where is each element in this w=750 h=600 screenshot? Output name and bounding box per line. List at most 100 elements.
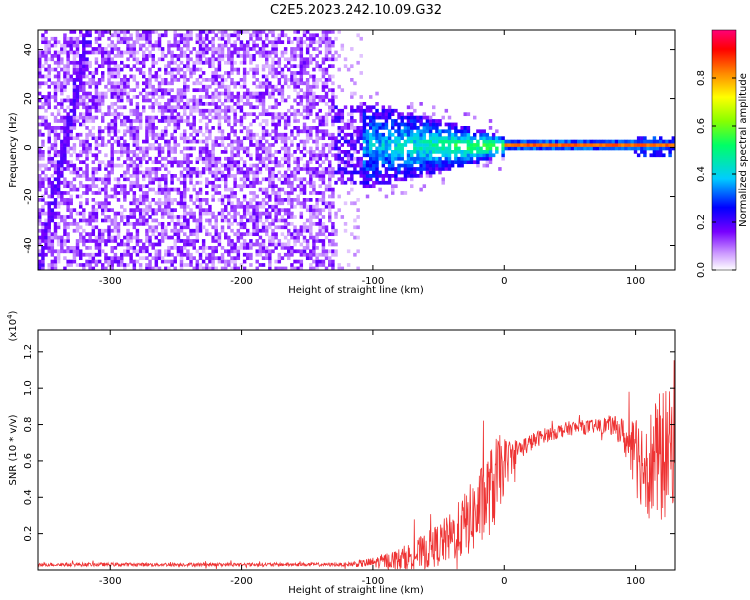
heatmap-cell bbox=[438, 119, 442, 123]
heatmap-cell bbox=[183, 191, 187, 195]
heatmap-cell bbox=[457, 129, 461, 134]
heatmap-cell bbox=[220, 218, 225, 223]
heatmap-cell bbox=[157, 33, 162, 38]
heatmap-cell bbox=[44, 108, 48, 113]
heatmap-cell bbox=[129, 184, 133, 189]
heatmap-cell bbox=[438, 146, 442, 151]
heatmap-cell bbox=[41, 225, 45, 230]
heatmap-cell bbox=[586, 139, 590, 144]
heatmap-cell bbox=[290, 215, 294, 219]
heatmap-cell bbox=[132, 160, 137, 165]
heatmap-cell bbox=[309, 222, 313, 226]
heatmap-cell bbox=[44, 67, 48, 72]
heatmap-cell bbox=[173, 187, 177, 192]
heatmap-cell bbox=[230, 150, 234, 154]
heatmap-cell bbox=[101, 235, 105, 240]
heatmap-cell bbox=[214, 47, 218, 51]
heatmap-cell bbox=[183, 36, 187, 41]
heatmap-cell bbox=[195, 88, 200, 93]
heatmap-cell bbox=[365, 160, 370, 165]
heatmap-cell bbox=[296, 36, 300, 41]
heatmap-cell bbox=[340, 119, 345, 123]
heatmap-cell bbox=[60, 156, 64, 161]
heatmap-cell bbox=[312, 235, 316, 240]
heatmap-cell bbox=[242, 136, 247, 141]
heatmap-cell bbox=[129, 74, 133, 79]
heatmap-cell bbox=[242, 225, 247, 230]
heatmap-cell bbox=[75, 71, 80, 75]
heatmap-cell bbox=[315, 239, 319, 243]
heatmap-cell bbox=[120, 98, 124, 103]
heatmap-cell bbox=[334, 112, 338, 117]
heatmap-cell bbox=[239, 98, 244, 103]
heatmap-cell bbox=[198, 150, 203, 154]
heatmap-cell bbox=[564, 139, 568, 144]
heatmap-cell bbox=[82, 54, 86, 58]
heatmap-cell bbox=[145, 57, 149, 62]
heatmap-cell bbox=[38, 263, 42, 267]
heatmap-cell bbox=[145, 194, 149, 199]
heatmap-cell bbox=[586, 146, 590, 151]
heatmap-cell bbox=[343, 139, 348, 144]
heatmap-cell bbox=[198, 67, 203, 72]
heatmap-cell bbox=[227, 88, 231, 93]
heatmap-cell bbox=[406, 139, 411, 144]
heatmap-cell bbox=[224, 156, 228, 161]
heatmap-cell bbox=[444, 122, 449, 127]
heatmap-cell bbox=[261, 198, 266, 202]
heatmap-cell bbox=[142, 150, 146, 154]
heatmap-cell bbox=[60, 194, 64, 199]
heatmap-cell bbox=[129, 122, 133, 127]
heatmap-cell bbox=[63, 177, 67, 182]
heatmap-cell bbox=[397, 129, 401, 134]
heatmap-cell bbox=[236, 30, 241, 34]
heatmap-cell bbox=[255, 201, 259, 206]
heatmap-cell bbox=[160, 136, 165, 141]
heatmap-cell bbox=[189, 177, 193, 182]
heatmap-cell bbox=[113, 222, 118, 226]
heatmap-cell bbox=[50, 156, 55, 161]
heatmap-cell bbox=[353, 129, 357, 134]
heatmap-cell bbox=[321, 180, 326, 185]
heatmap-cell bbox=[94, 259, 99, 264]
heatmap-cell bbox=[217, 156, 222, 161]
heatmap-cell bbox=[113, 239, 118, 243]
heatmap-cell bbox=[350, 115, 354, 120]
heatmap-cell bbox=[94, 115, 99, 120]
heatmap-cell bbox=[195, 160, 200, 165]
heatmap-cell bbox=[82, 119, 86, 123]
heatmap-cell bbox=[66, 136, 70, 141]
heatmap-cell bbox=[220, 108, 225, 113]
heatmap-cell bbox=[586, 143, 590, 147]
heatmap-cell bbox=[157, 57, 162, 62]
heatmap-cell bbox=[271, 50, 275, 55]
heatmap-cell bbox=[201, 266, 206, 270]
heatmap-cell bbox=[110, 167, 114, 171]
heatmap-cell bbox=[97, 177, 102, 182]
heatmap-cell bbox=[268, 71, 272, 75]
heatmap-cell bbox=[428, 163, 433, 168]
heatmap-cell bbox=[173, 259, 177, 264]
heatmap-cell bbox=[227, 259, 231, 264]
heatmap-cell bbox=[337, 132, 341, 137]
heatmap-cell bbox=[416, 139, 420, 144]
heatmap-cell bbox=[293, 177, 297, 182]
heatmap-cell bbox=[47, 91, 51, 96]
heatmap-cell bbox=[107, 129, 111, 134]
heatmap-cell bbox=[242, 232, 247, 237]
heatmap-cell bbox=[236, 71, 241, 75]
heatmap-cell bbox=[107, 174, 111, 178]
heatmap-cell bbox=[290, 139, 294, 144]
heatmap-cell bbox=[85, 246, 89, 250]
heatmap-cell bbox=[179, 105, 184, 110]
heatmap-cell bbox=[94, 252, 99, 257]
heatmap-cell bbox=[72, 259, 77, 264]
heatmap-cell bbox=[227, 50, 231, 55]
heatmap-cell bbox=[224, 146, 228, 151]
heatmap-cell bbox=[214, 246, 218, 250]
heatmap-cell bbox=[495, 136, 499, 141]
heatmap-cell bbox=[110, 228, 114, 233]
heatmap-cell bbox=[372, 136, 376, 141]
heatmap-cell bbox=[242, 60, 247, 65]
heatmap-cell bbox=[183, 105, 187, 110]
